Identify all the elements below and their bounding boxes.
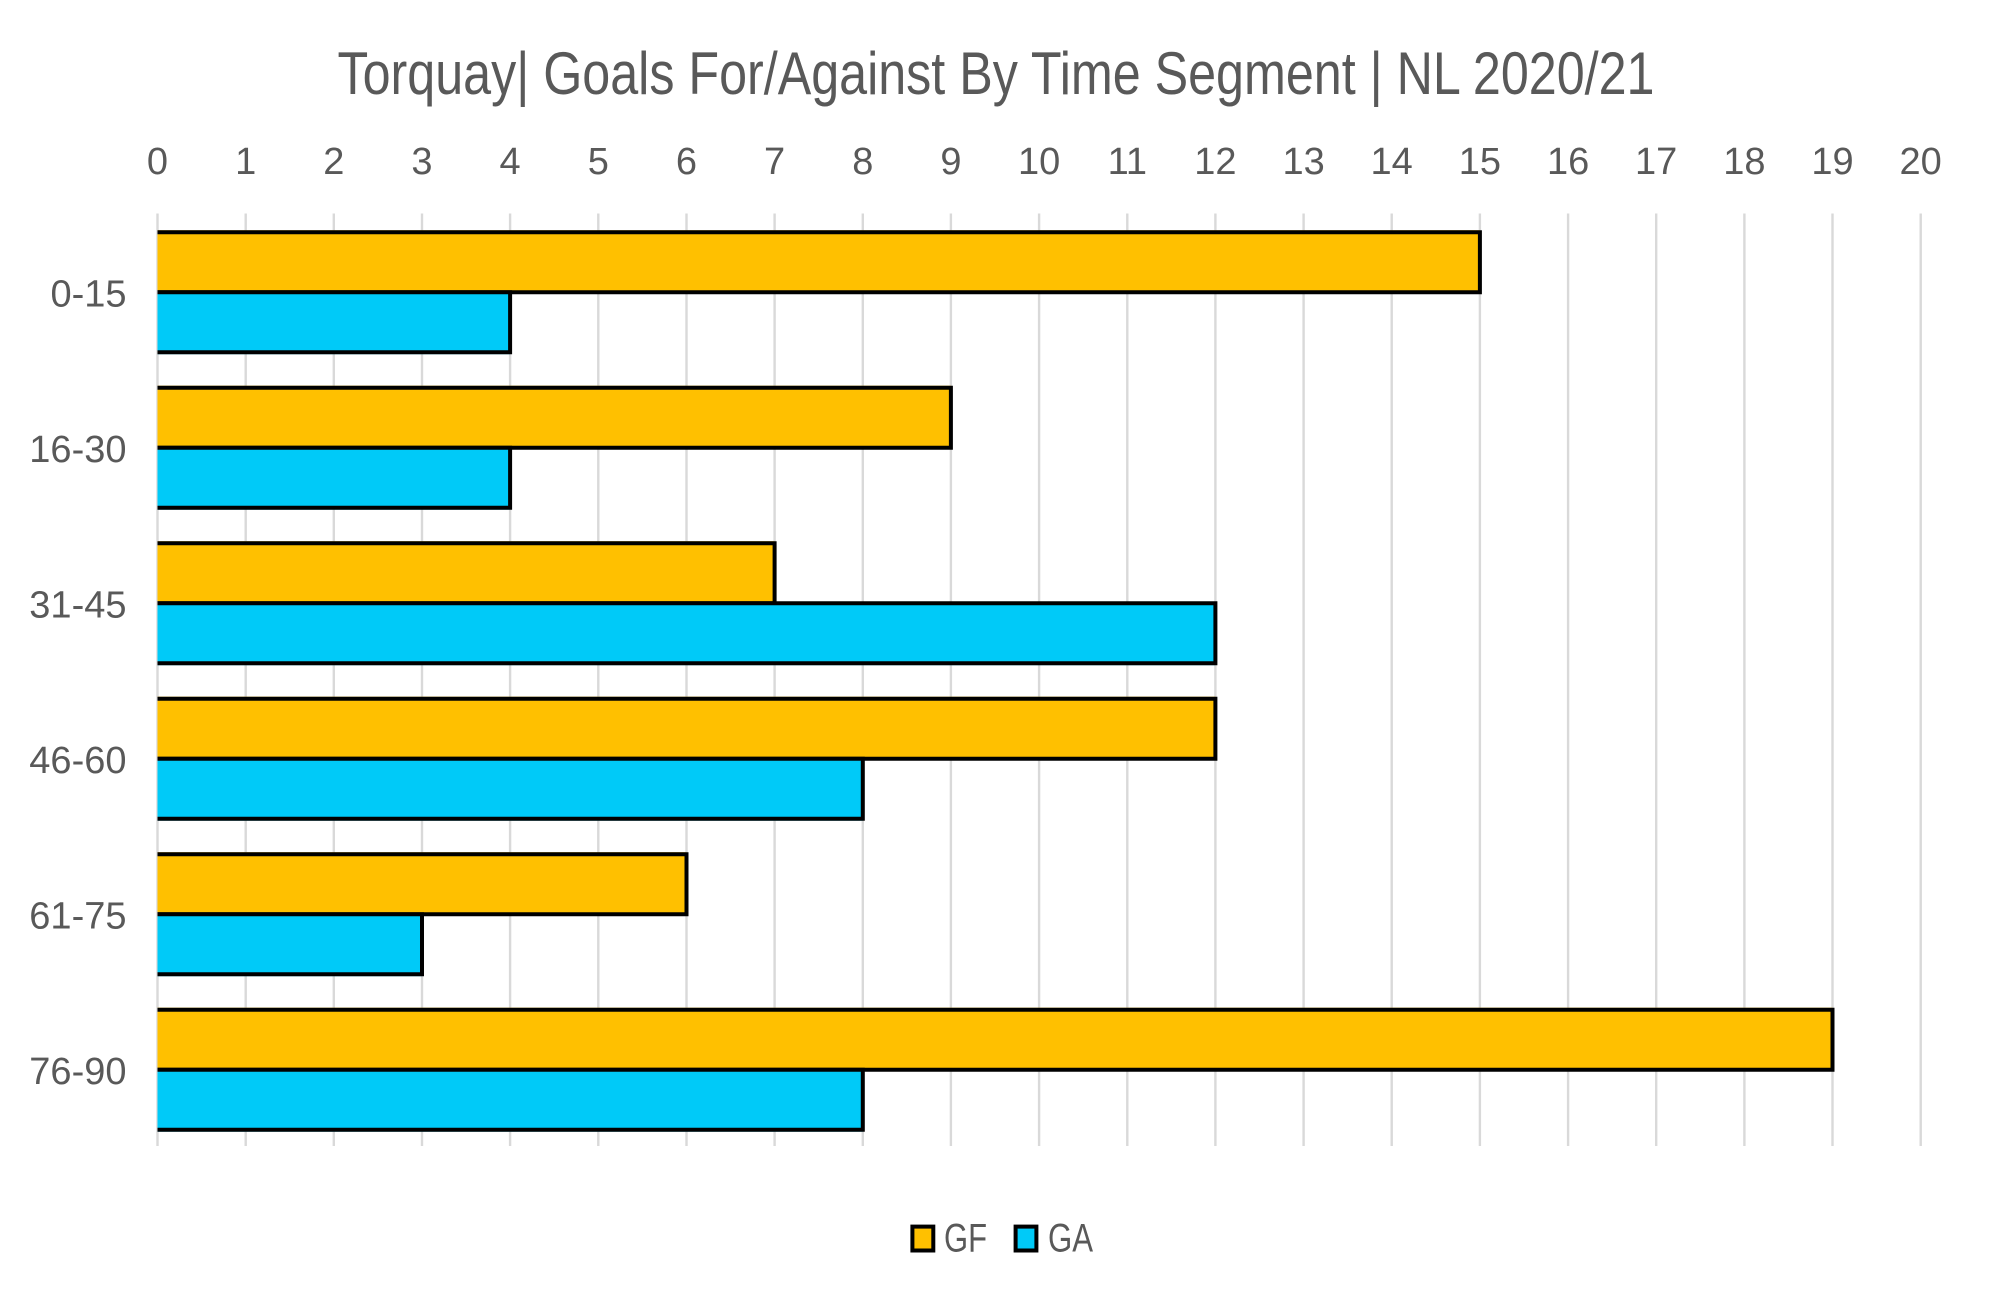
svg-text:14: 14	[1371, 141, 1413, 183]
svg-text:7: 7	[764, 141, 785, 183]
svg-text:13: 13	[1282, 141, 1324, 183]
svg-text:3: 3	[411, 141, 432, 183]
svg-text:12: 12	[1194, 141, 1236, 183]
svg-text:16: 16	[1547, 141, 1589, 183]
svg-text:11: 11	[1108, 141, 1147, 183]
svg-text:GA: GA	[1048, 1217, 1093, 1261]
svg-text:6: 6	[676, 141, 697, 183]
svg-text:9: 9	[940, 141, 961, 183]
svg-text:8: 8	[852, 141, 873, 183]
svg-text:16-30: 16-30	[29, 429, 126, 471]
svg-text:19: 19	[1811, 141, 1853, 183]
svg-text:2: 2	[323, 141, 344, 183]
svg-text:0-15: 0-15	[50, 273, 126, 315]
svg-text:4: 4	[500, 141, 521, 183]
svg-text:5: 5	[588, 141, 609, 183]
svg-text:10: 10	[1018, 141, 1060, 183]
svg-text:17: 17	[1635, 141, 1677, 183]
svg-text:76-90: 76-90	[29, 1051, 126, 1093]
svg-text:18: 18	[1723, 141, 1765, 183]
svg-text:15: 15	[1459, 141, 1501, 183]
svg-text:0: 0	[147, 141, 168, 183]
svg-text:61-75: 61-75	[29, 895, 126, 937]
svg-text:1: 1	[235, 141, 256, 183]
svg-text:46-60: 46-60	[29, 740, 126, 782]
svg-text:Torquay| Goals For/Against By: Torquay| Goals For/Against By Time Segme…	[338, 40, 1655, 107]
svg-text:GF: GF	[944, 1217, 987, 1261]
svg-text:20: 20	[1900, 141, 1942, 183]
svg-text:31-45: 31-45	[29, 584, 126, 626]
